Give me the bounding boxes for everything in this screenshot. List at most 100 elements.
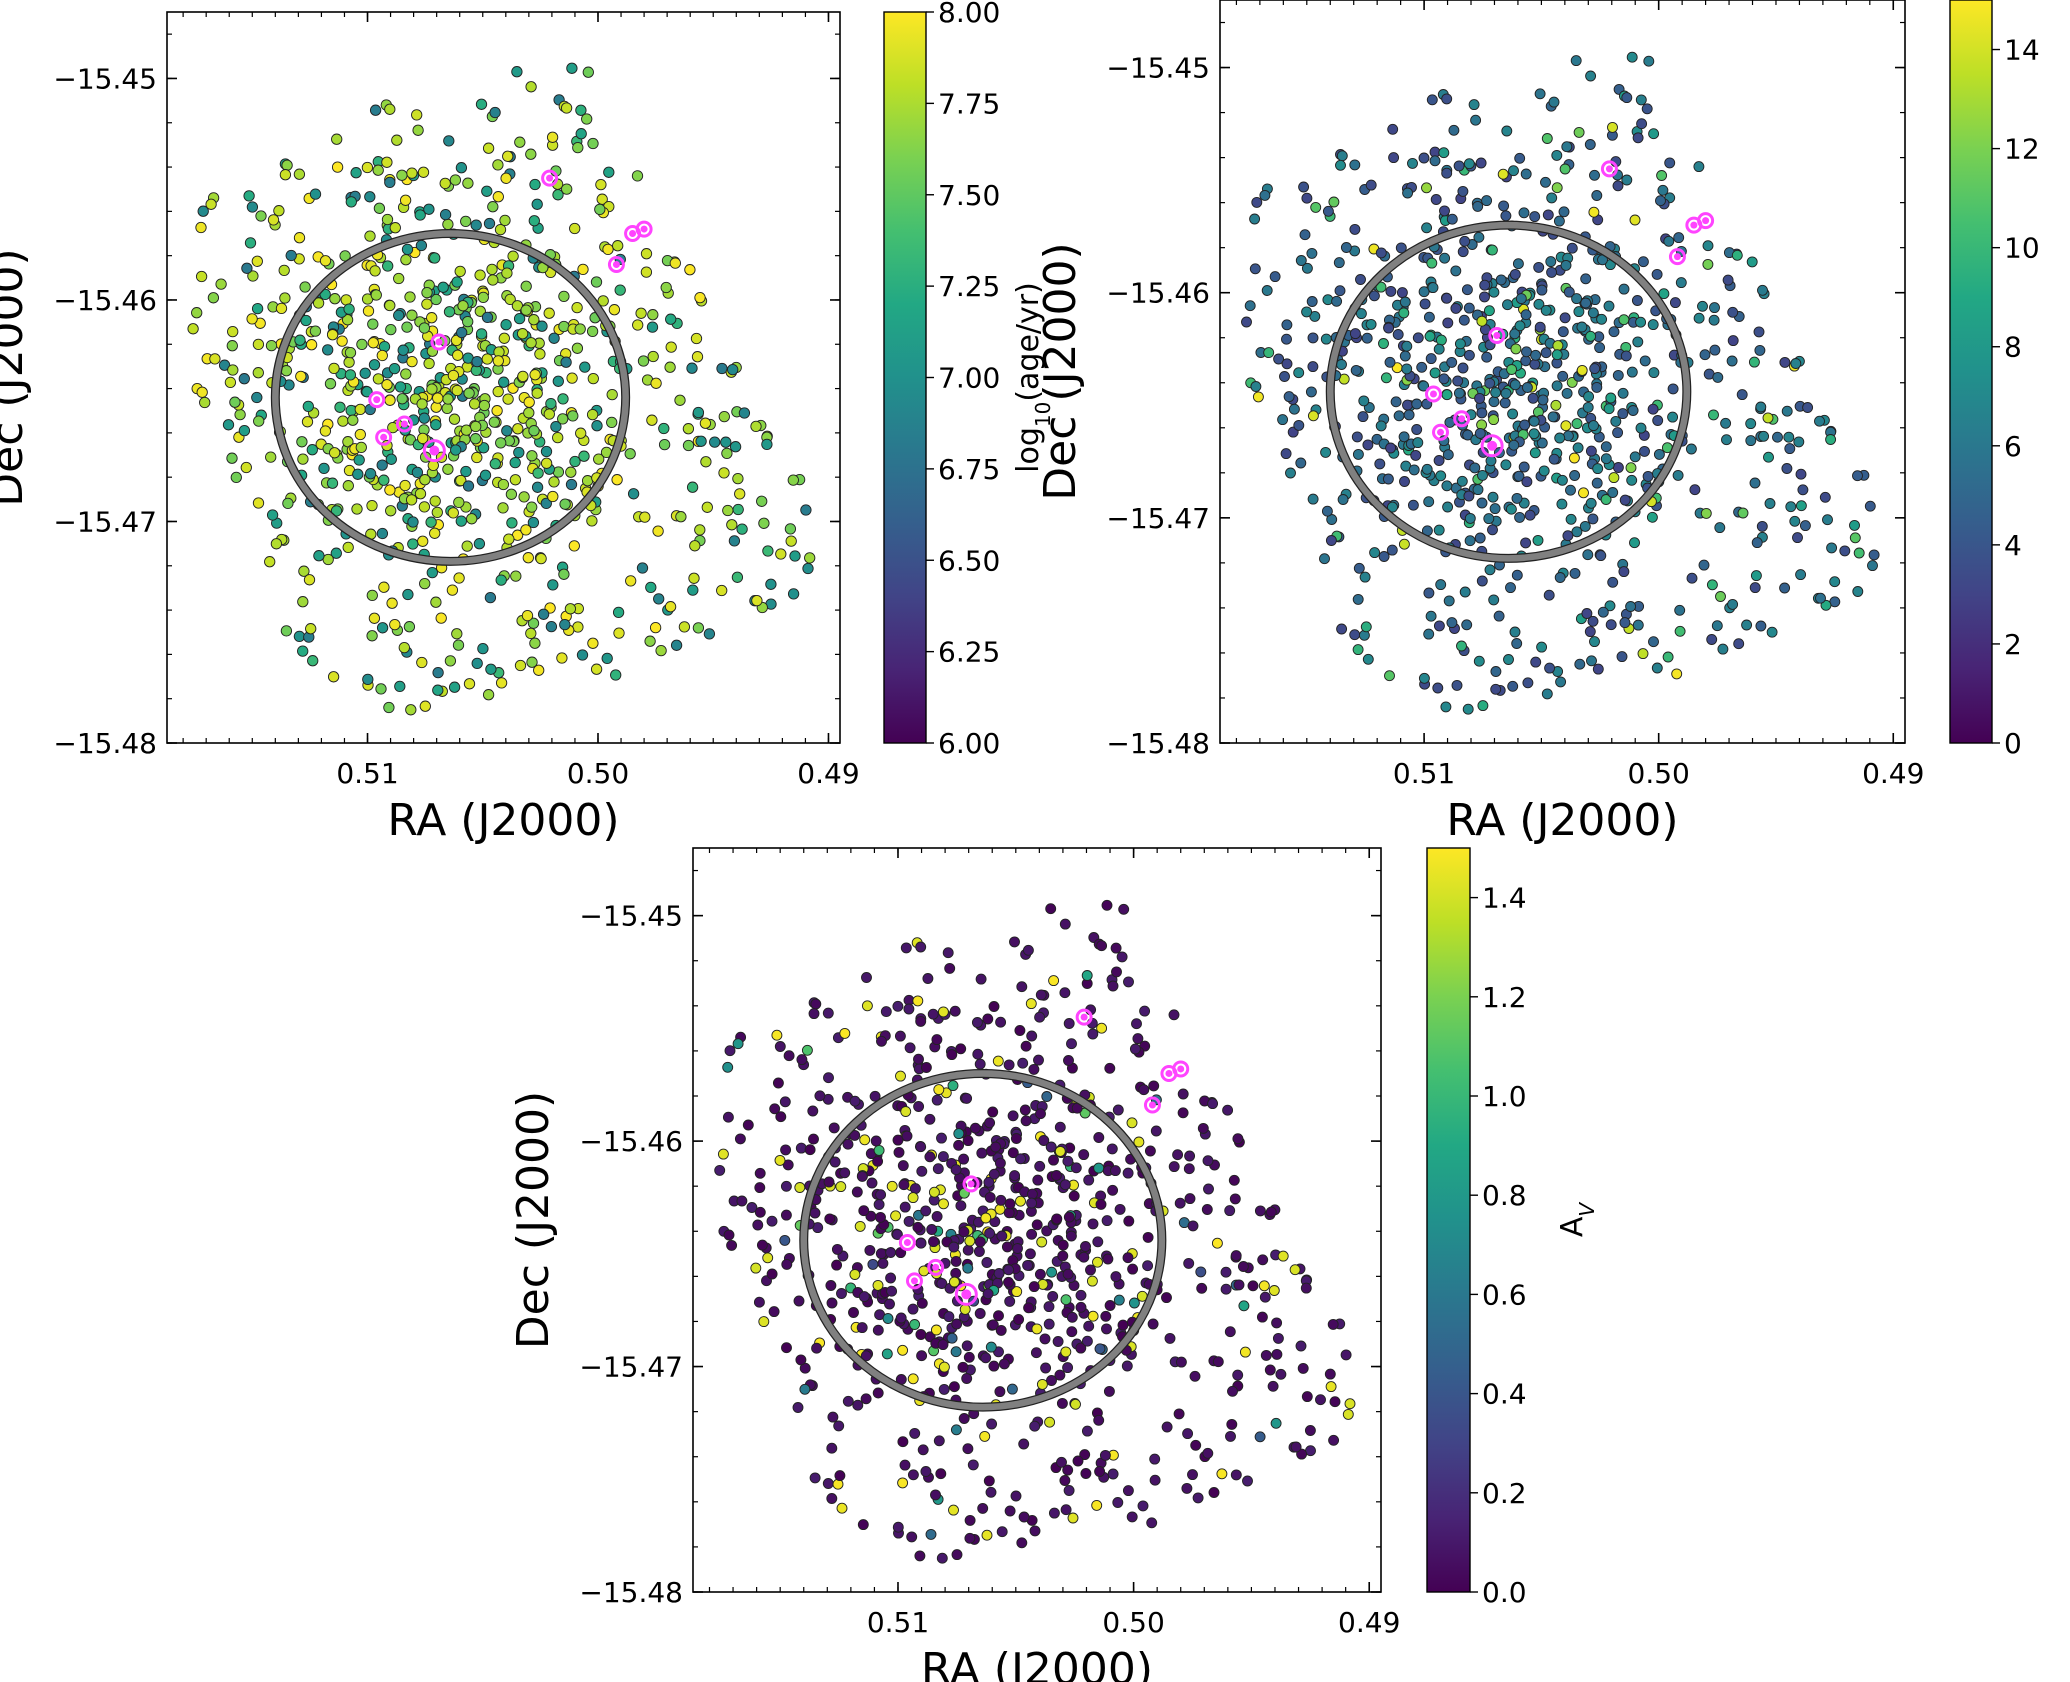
star-point [881, 1348, 893, 1360]
star-point [1469, 462, 1481, 474]
star-point [924, 1113, 936, 1125]
star-point [1362, 439, 1374, 451]
star-point [774, 1041, 786, 1052]
star-point [1772, 431, 1783, 443]
star-point [1403, 409, 1415, 421]
star-point [501, 425, 513, 437]
star-point [1307, 332, 1319, 344]
star-point [1118, 903, 1130, 915]
star-point [1024, 1248, 1036, 1260]
star-point [1574, 658, 1586, 670]
star-point [996, 1230, 1008, 1242]
star-point [1608, 326, 1620, 338]
star-point [774, 1154, 786, 1166]
star-point [442, 463, 454, 475]
star-point [1407, 499, 1419, 511]
star-point [1257, 1254, 1269, 1266]
highlight-star-core [910, 1277, 918, 1285]
star-point [1607, 576, 1619, 588]
star-point [1344, 1398, 1356, 1410]
star-point [1655, 195, 1666, 207]
star-point [354, 428, 366, 441]
star-point [1293, 419, 1305, 431]
star-point [988, 1001, 1000, 1012]
star-point [814, 1090, 826, 1102]
star-point [1756, 520, 1768, 532]
star-point [529, 369, 541, 381]
star-point [330, 547, 342, 559]
star-point [419, 577, 431, 590]
highlight-star-core [1673, 253, 1681, 261]
star-point [230, 471, 242, 484]
star-point [861, 1000, 873, 1012]
star-point [1003, 1276, 1014, 1288]
colorbar-tick-label: 0.6 [1482, 1278, 1527, 1311]
star-point [1161, 1292, 1172, 1304]
star-point [1022, 944, 1034, 956]
star-point [1059, 918, 1071, 930]
star-point [1046, 1266, 1058, 1278]
star-point [1503, 654, 1514, 665]
star-point [961, 1340, 973, 1352]
star-point [885, 1247, 897, 1258]
star-point [473, 538, 486, 550]
star-point [529, 178, 541, 191]
star-point [1328, 196, 1340, 208]
star-point [687, 584, 699, 596]
star-point [1288, 403, 1300, 415]
star-point [403, 621, 416, 633]
star-point [1412, 437, 1424, 449]
star-point [520, 280, 532, 292]
star-point [993, 1310, 1004, 1322]
star-point [1627, 405, 1639, 416]
star-point [1463, 158, 1475, 170]
star-point [962, 1262, 974, 1274]
star-point [824, 1213, 836, 1225]
star-point [1164, 1332, 1176, 1344]
star-point [478, 399, 491, 412]
star-point [366, 589, 378, 602]
star-point [1509, 626, 1521, 638]
star-point [477, 291, 489, 304]
star-point [1092, 1236, 1104, 1248]
star-point [904, 1042, 916, 1054]
star-point [355, 441, 367, 454]
star-point [244, 237, 257, 249]
star-point [595, 178, 607, 191]
star-point [793, 1295, 805, 1307]
star-point [375, 683, 387, 695]
star-point [723, 1229, 735, 1241]
star-point [450, 334, 463, 347]
star-point [920, 1466, 932, 1477]
star-point [463, 387, 475, 399]
highlight-star-core [1487, 440, 1498, 451]
star-point [914, 1550, 926, 1562]
star-point [252, 367, 264, 379]
star-point [362, 673, 374, 686]
star-point [1529, 447, 1541, 459]
star-point [566, 62, 578, 74]
star-point [1477, 469, 1488, 481]
star-point [1015, 1195, 1026, 1207]
star-point [1029, 1420, 1041, 1432]
star-point [1472, 484, 1484, 496]
star-point [721, 447, 733, 460]
star-point [1825, 434, 1837, 445]
star-point [1011, 1286, 1023, 1298]
star-point [1536, 641, 1548, 653]
star-point [1605, 619, 1617, 631]
star-point [983, 1475, 995, 1487]
star-point [756, 1239, 768, 1251]
star-point [1333, 257, 1345, 269]
star-point [1319, 553, 1330, 565]
star-point [1669, 297, 1681, 309]
star-point [1408, 464, 1420, 476]
star-point [1439, 252, 1451, 264]
y-tick-label: −15.47 [53, 505, 157, 538]
star-point [1600, 453, 1612, 465]
colorbar: 6.006.256.506.757.007.257.507.758.00log1… [883, 0, 1055, 760]
highlight-star-ring [430, 333, 448, 351]
star-point [692, 622, 705, 634]
star-point [224, 376, 237, 389]
star-point [762, 1252, 774, 1264]
